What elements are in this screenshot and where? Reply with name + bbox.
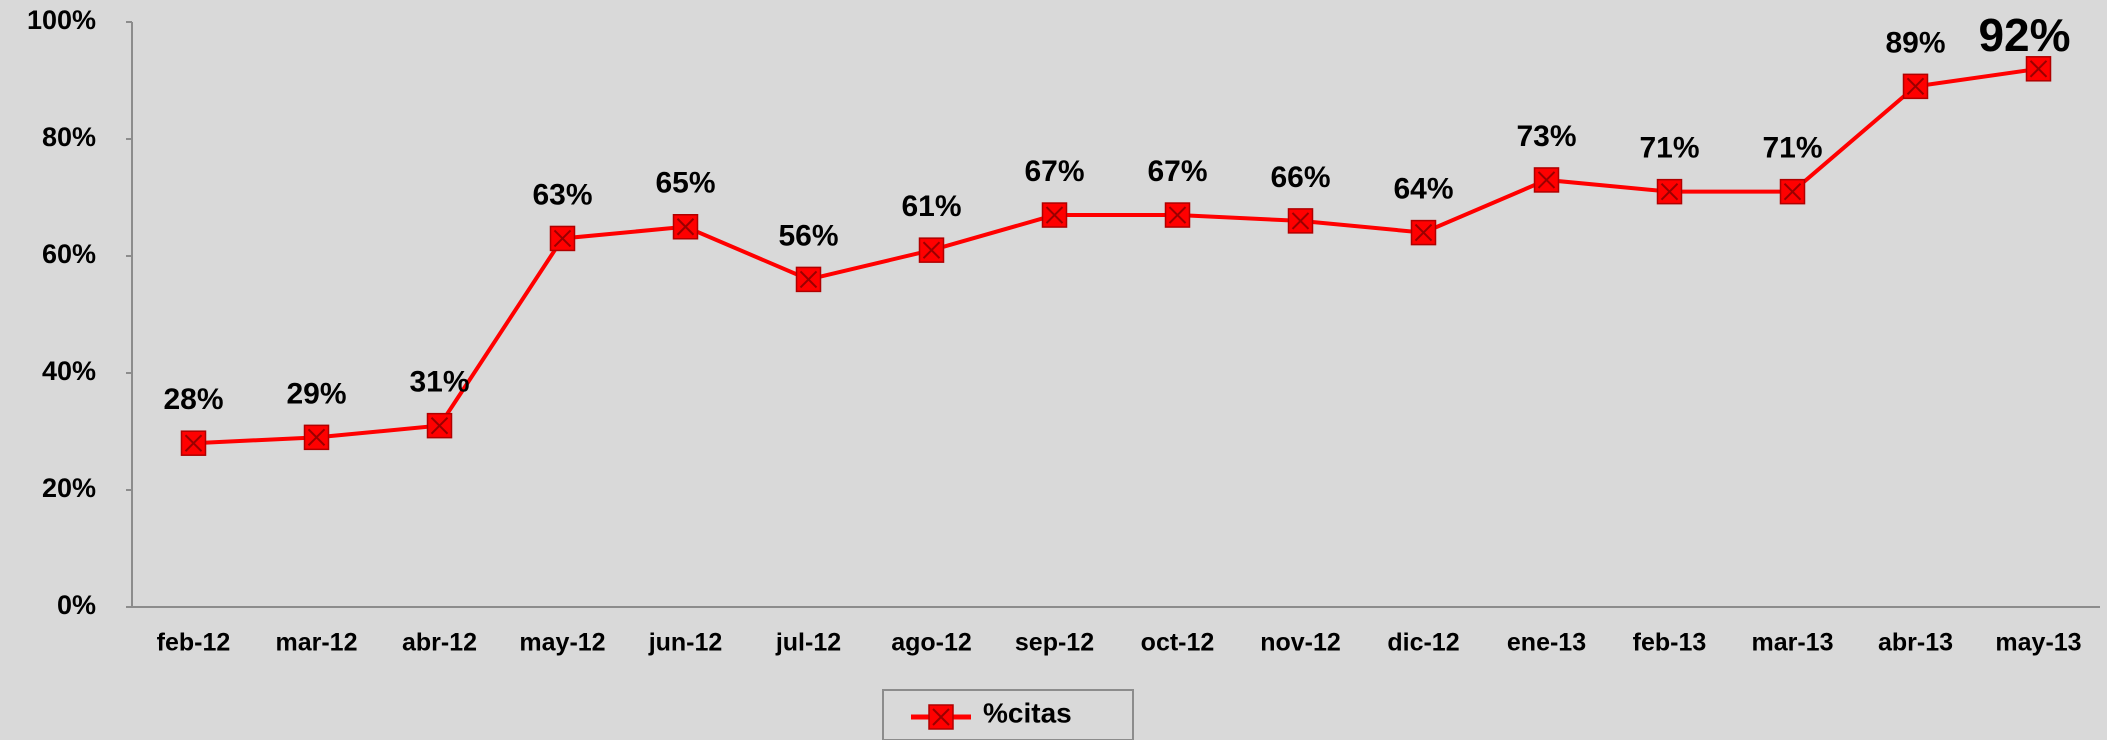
data-label: 61% [901, 190, 961, 223]
marker-cross [799, 270, 818, 289]
y-tick-label: 20% [42, 473, 96, 503]
data-label: 67% [1024, 155, 1084, 188]
x-tick-label: ago-12 [891, 629, 972, 657]
x-tick-label: abr-12 [402, 629, 477, 657]
marker-cross [184, 434, 203, 452]
data-label: 56% [778, 219, 838, 252]
marker-cross [1414, 223, 1433, 242]
point [1041, 202, 1068, 228]
x-tick-label: jul-12 [775, 629, 841, 657]
series-line [193, 66, 2039, 446]
data-label: 64% [1393, 173, 1453, 206]
x-tick-label: may-12 [519, 629, 605, 657]
x-tick-label: feb-12 [157, 629, 231, 657]
legend-label: %citas [983, 697, 1072, 728]
marker-cross [553, 229, 572, 248]
marker-cross [2029, 60, 2048, 78]
point [426, 412, 453, 439]
marker-cross [1045, 206, 1064, 224]
x-tick-label: nov-12 [1260, 629, 1341, 657]
point [795, 266, 822, 293]
point [672, 214, 699, 240]
x-tick-label: feb-13 [1633, 629, 1707, 657]
legend-marker [928, 704, 954, 730]
x-tick-label: ene-13 [1507, 629, 1586, 657]
data-label: 28% [163, 383, 223, 416]
marker-cross [430, 416, 449, 435]
point [1533, 167, 1560, 193]
marker-cross [1168, 206, 1187, 224]
marker-cross [922, 241, 941, 259]
data-label: 71% [1639, 132, 1699, 165]
x-tick-label: sep-12 [1015, 629, 1094, 657]
point [549, 225, 576, 252]
marker-cross [307, 428, 326, 447]
marker-cross [1537, 171, 1556, 189]
data-label: 65% [655, 167, 715, 200]
point [1902, 73, 1929, 100]
y-tick-label: 0% [57, 590, 96, 620]
data-label: 67% [1147, 155, 1207, 188]
x-tick-label: abr-13 [1878, 629, 1953, 657]
marker-cross [1291, 212, 1310, 230]
point [2025, 56, 2052, 82]
marker-cross [1660, 182, 1679, 201]
y-tick-label: 80% [42, 122, 96, 152]
point [918, 237, 945, 263]
point [1410, 219, 1437, 246]
point [303, 424, 330, 451]
x-tick-label: mar-12 [276, 629, 358, 657]
y-tick-label: 40% [42, 356, 96, 386]
data-label: 29% [286, 377, 346, 410]
data-label: 92% [1978, 9, 2070, 61]
point [1287, 208, 1314, 234]
x-tick-label: oct-12 [1141, 629, 1215, 657]
x-tick-label: mar-13 [1752, 629, 1834, 657]
marker-cross [1783, 182, 1802, 201]
y-tick-label: 60% [42, 239, 96, 269]
point [1164, 202, 1191, 228]
point [1779, 178, 1806, 205]
data-label: 89% [1885, 26, 1945, 59]
marker-cross [932, 708, 950, 726]
marker-cross [676, 218, 695, 236]
point [180, 430, 207, 456]
data-label: 63% [532, 178, 592, 211]
x-tick-label: may-13 [1995, 629, 2081, 657]
data-label: 71% [1762, 132, 1822, 165]
data-label: 73% [1516, 120, 1576, 153]
data-label: 31% [409, 366, 469, 399]
data-label: 66% [1270, 161, 1330, 194]
point [1656, 178, 1683, 205]
x-tick-label: jun-12 [648, 629, 723, 657]
x-tick-label: dic-12 [1387, 629, 1459, 657]
y-tick-label: 100% [27, 5, 96, 35]
marker-cross [1906, 77, 1925, 96]
